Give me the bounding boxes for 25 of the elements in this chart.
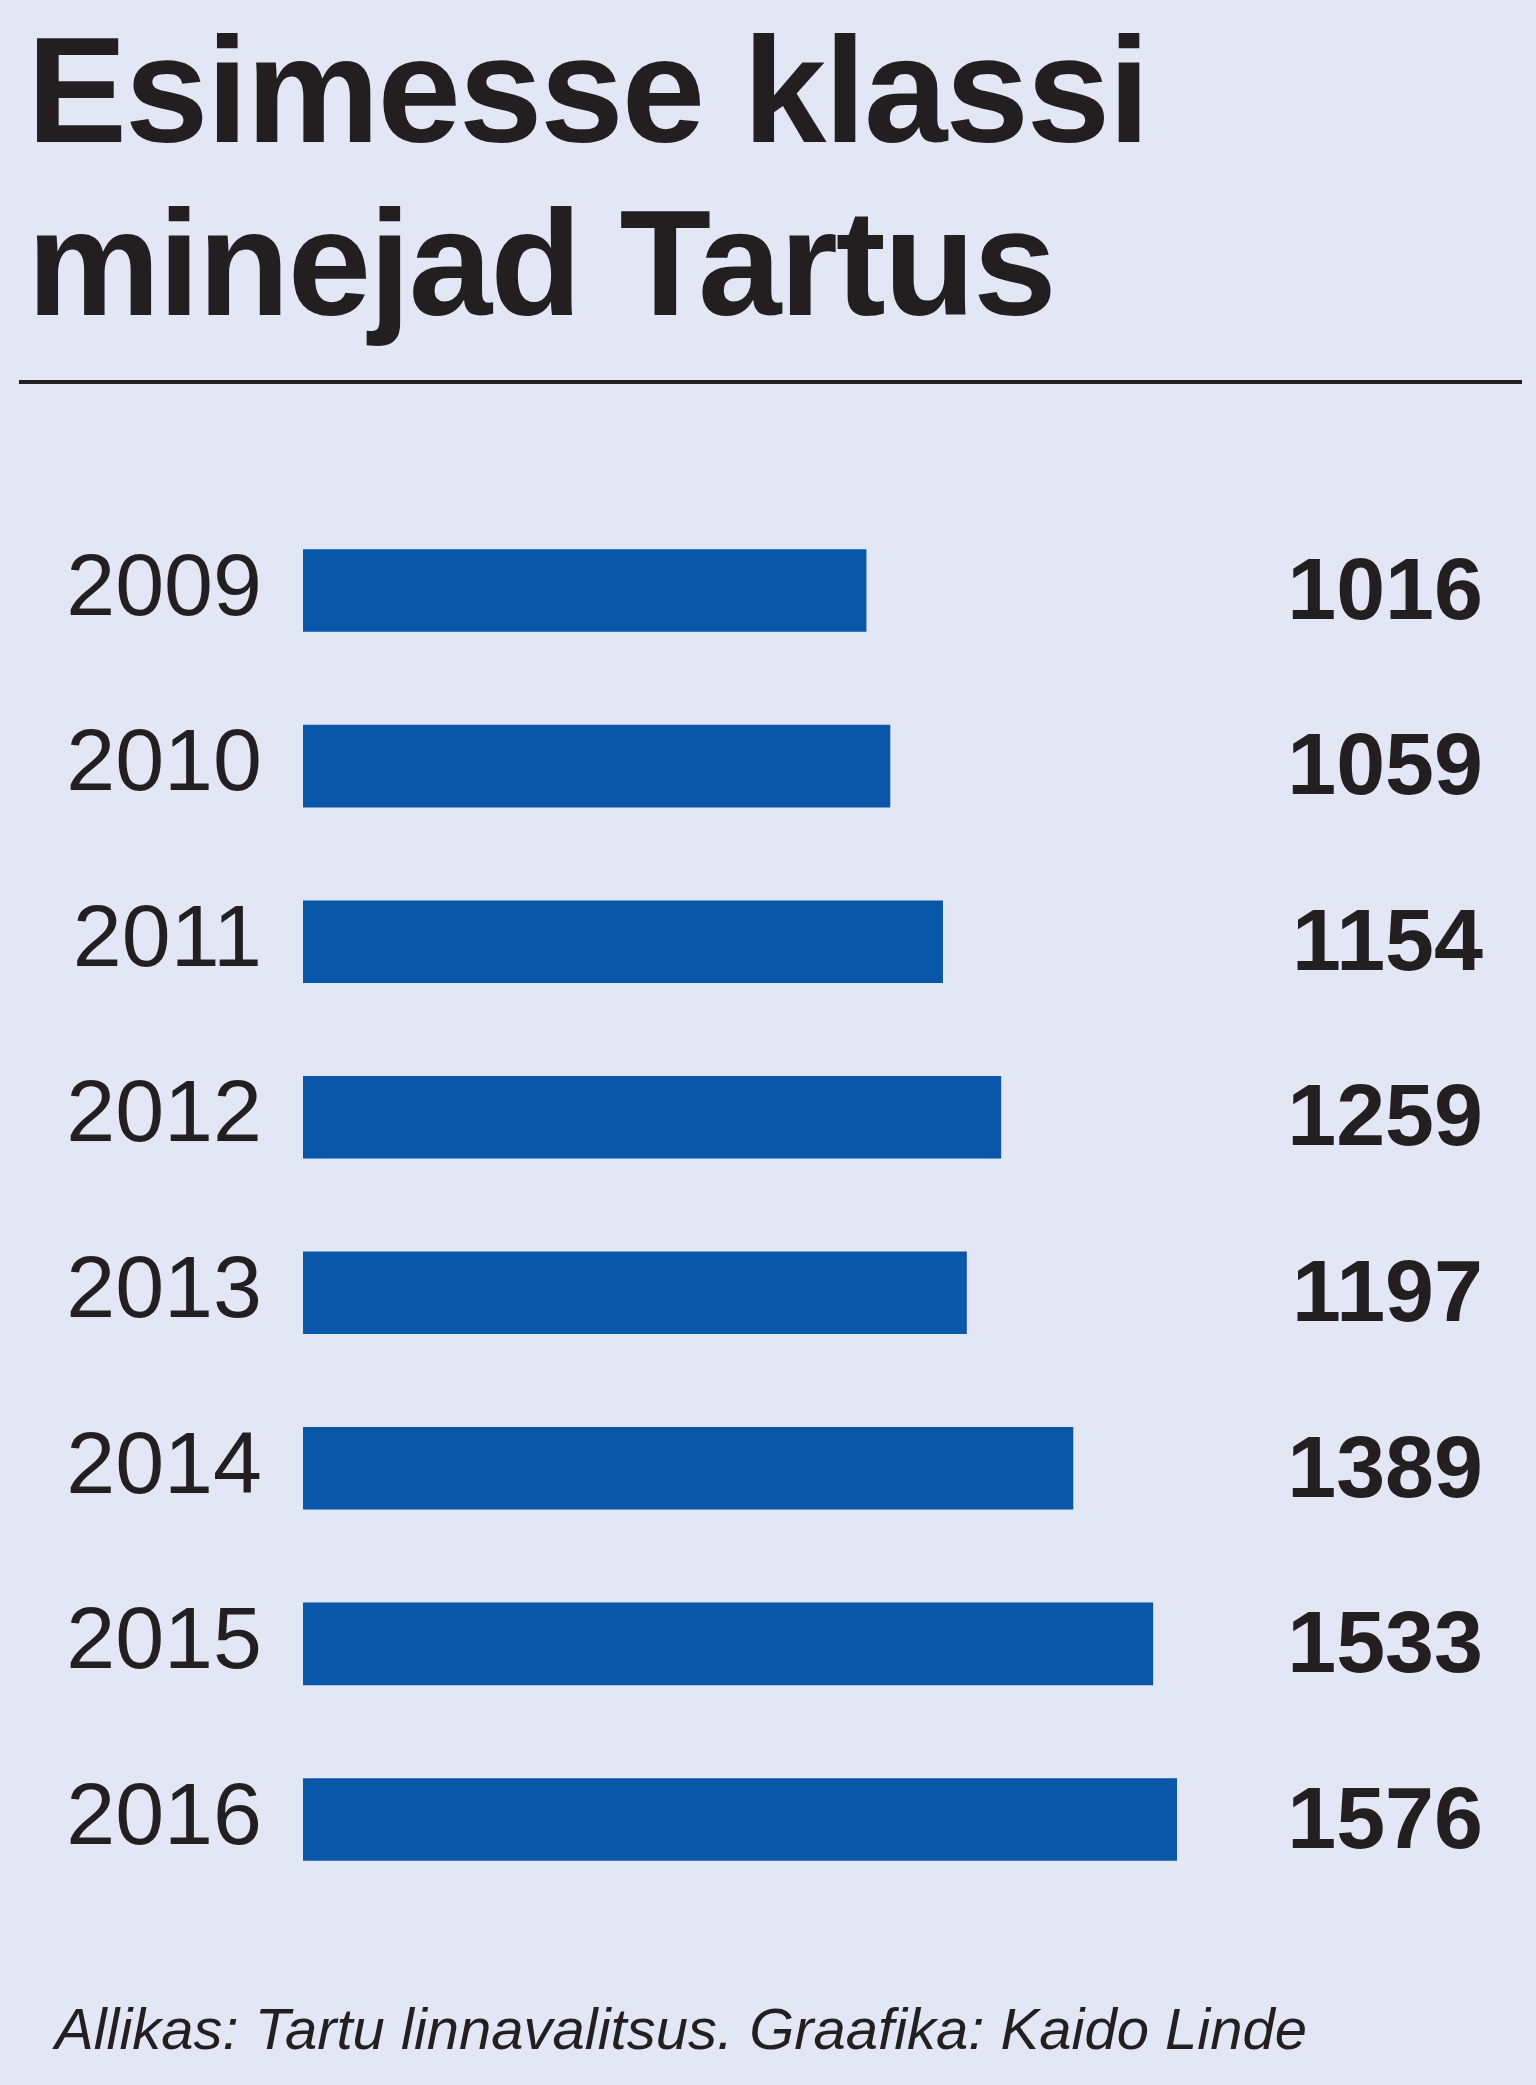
bar	[303, 900, 943, 983]
bar	[303, 549, 867, 632]
data-label: 1259	[1287, 1065, 1483, 1165]
bar	[303, 1075, 1002, 1159]
y-tick-label: 2014	[66, 1412, 262, 1512]
data-label: 1059	[1287, 714, 1483, 814]
y-tick-label: 2012	[66, 1061, 262, 1161]
y-tick-label: 2009	[66, 534, 262, 634]
y-tick-label: 2011	[72, 885, 262, 985]
bar	[303, 1251, 967, 1335]
bar	[303, 1602, 1154, 1686]
data-label: 1154	[1292, 889, 1484, 989]
bar	[303, 724, 891, 808]
data-label: 1197	[1292, 1241, 1483, 1341]
data-label: 1533	[1287, 1592, 1483, 1692]
y-tick-label: 2016	[66, 1763, 262, 1863]
data-label: 1576	[1287, 1767, 1483, 1867]
y-tick-label: 2013	[66, 1237, 262, 1337]
bar	[303, 1427, 1074, 1510]
bar	[303, 1778, 1177, 1861]
chart-title: Esimesse klassi minejad Tartus	[27, 5, 1149, 349]
data-label: 1016	[1287, 538, 1483, 638]
data-label: 1389	[1287, 1416, 1483, 1516]
y-tick-label: 2015	[66, 1588, 262, 1688]
y-tick-label: 2010	[66, 710, 262, 810]
